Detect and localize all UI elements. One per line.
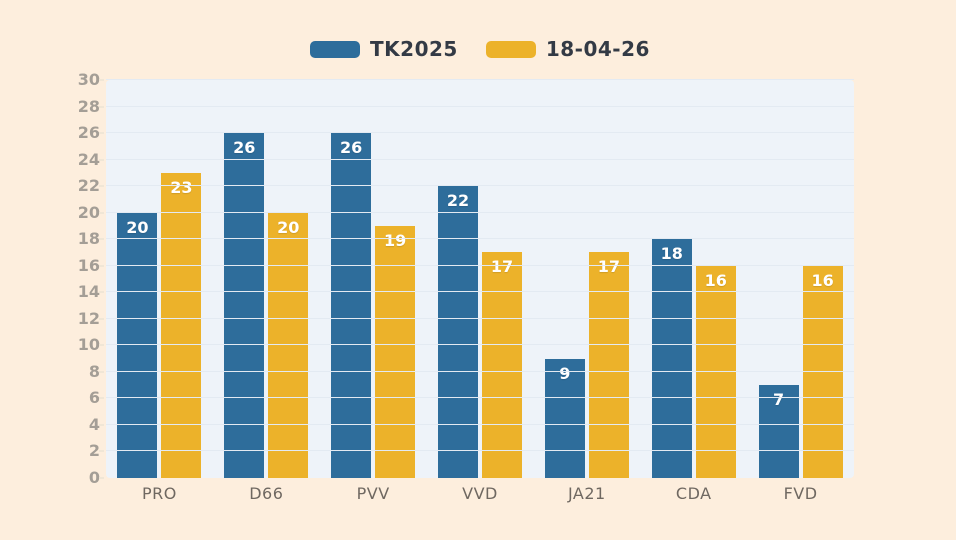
bar-tk2025-ja21[interactable]: 9: [544, 358, 585, 478]
grid-line: [106, 344, 854, 346]
y-tick-label: 24: [77, 149, 100, 169]
legend-swatch-18-04-26: [485, 40, 536, 58]
bar-value-label: 16: [811, 270, 834, 290]
grid-line: [106, 158, 854, 160]
x-category-label-d66: D66: [249, 484, 284, 503]
y-axis-tickmark: [99, 185, 104, 188]
bar-group-pvv: 26 19: [320, 80, 427, 478]
y-tick-label: 30: [77, 70, 100, 89]
bar-tk2025-d66[interactable]: 26: [224, 133, 265, 478]
grid-line: [106, 264, 854, 266]
x-category-label-cda: CDA: [675, 484, 712, 503]
grid-line: [106, 238, 854, 240]
bar-value-label: 16: [704, 270, 727, 290]
y-axis-tickmark: [99, 132, 104, 135]
bar-group-vvd: 22 17: [427, 80, 534, 478]
y-axis-tickmark: [99, 477, 104, 479]
legend-item-18-04-26[interactable]: 18-04-26: [485, 37, 650, 61]
y-axis-tickmark: [99, 158, 104, 161]
grid-line: [106, 132, 854, 134]
x-category-label-ja21: JA21: [567, 484, 606, 503]
x-category-label-pro: PRO: [142, 484, 177, 503]
y-axis-tickmark: [99, 317, 104, 320]
y-tick-label: 0: [88, 468, 100, 487]
y-tick-label: 20: [77, 202, 100, 222]
bar-group-cda: 18 16: [640, 80, 747, 478]
bar-18-04-26-pro[interactable]: 23: [161, 172, 202, 478]
y-axis-tickmark: [99, 370, 104, 373]
bar-tk2025-fvd[interactable]: 7: [758, 385, 799, 478]
y-tick-label: 6: [88, 388, 100, 408]
y-axis-tickmark: [99, 211, 104, 214]
bar-value-label: 26: [340, 138, 363, 158]
grid-line: [106, 105, 854, 107]
y-tick-label: 10: [77, 335, 100, 355]
y-tick-label: 12: [77, 308, 100, 328]
y-tick-label: 28: [77, 96, 100, 116]
bar-value-label: 19: [384, 230, 407, 250]
y-axis-tickmark: [99, 79, 104, 81]
y-tick-label: 26: [77, 123, 100, 143]
legend-label-18-04-26: 18-04-26: [545, 37, 650, 61]
bar-tk2025-pvv[interactable]: 26: [331, 133, 372, 478]
bar-value-label: 18: [660, 244, 683, 264]
bar-value-label: 26: [233, 138, 256, 158]
bar-series-container: 20 23 26 20 26 19 22 17 9 17 18 16 7 16: [106, 80, 854, 478]
y-tick-label: 18: [77, 229, 100, 249]
legend-item-tk2025[interactable]: TK2025: [310, 37, 458, 61]
y-tick-label: 16: [77, 255, 100, 275]
chart-legend: TK2025 18-04-26: [106, 36, 854, 62]
bar-tk2025-vvd[interactable]: 22: [438, 186, 478, 478]
bar-value-label: 20: [126, 217, 149, 237]
x-category-label-pvv: PVV: [356, 484, 390, 503]
bar-value-label: 22: [446, 191, 470, 211]
x-category-label-vvd: VVD: [462, 484, 498, 503]
x-axis: PRO D66 PVV VVD JA21 CDA FVD: [106, 484, 854, 503]
bar-value-label: 23: [170, 177, 193, 197]
plot-area: 20 23 26 20 26 19 22 17 9 17 18 16 7 16: [99, 79, 854, 479]
legend-label-tk2025: TK2025: [370, 37, 458, 61]
y-axis: 0 2 4 6 8 10 12 14 16 18 20 22 24 26 28 30: [36, 72, 100, 486]
y-tick-label: 4: [88, 414, 100, 434]
y-axis-tickmark: [99, 238, 104, 241]
y-axis-tickmark: [99, 397, 104, 400]
grid-line: [106, 79, 854, 80]
y-tick-label: 2: [88, 441, 100, 461]
y-tick-label: 14: [77, 282, 100, 302]
y-axis-tickmark: [99, 291, 104, 294]
grid-line: [106, 291, 854, 293]
grid-line: [106, 397, 854, 399]
y-tick-label: 22: [77, 176, 100, 196]
y-axis-tickmark: [99, 105, 104, 108]
bar-value-label: 7: [773, 390, 785, 410]
bar-value-label: 9: [559, 363, 571, 383]
grid-line: [106, 370, 854, 372]
grid-line: [106, 211, 854, 213]
y-axis-tickmark: [99, 450, 104, 453]
y-tick-label: 8: [88, 361, 100, 381]
bar-value-label: 20: [277, 217, 300, 237]
bar-value-label: 17: [597, 257, 620, 277]
y-axis-tickmark: [99, 264, 104, 267]
bar-18-04-26-pvv[interactable]: 19: [375, 225, 416, 478]
grid-line: [106, 317, 854, 319]
bar-group-pro: 20 23: [106, 80, 213, 478]
bar-18-04-26-vvd[interactable]: 17: [482, 252, 522, 478]
y-axis-tickmark: [99, 344, 104, 347]
bar-tk2025-cda[interactable]: 18: [651, 239, 692, 478]
legend-swatch-tk2025: [310, 40, 361, 58]
bar-group-fvd: 7 16: [747, 80, 854, 478]
bar-18-04-26-ja21[interactable]: 17: [588, 252, 629, 478]
bar-value-label: 17: [490, 257, 514, 277]
x-category-label-fvd: FVD: [783, 484, 818, 503]
grid-line: [106, 185, 854, 187]
grid-line: [106, 423, 854, 425]
bar-group-d66: 26 20: [213, 80, 320, 478]
grid-line: [106, 450, 854, 452]
y-axis-tickmark: [99, 423, 104, 426]
bar-group-ja21: 9 17: [533, 80, 640, 478]
